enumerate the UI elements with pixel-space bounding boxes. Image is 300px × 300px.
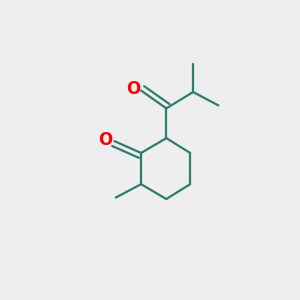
Text: O: O	[126, 80, 140, 98]
Text: O: O	[98, 131, 112, 149]
